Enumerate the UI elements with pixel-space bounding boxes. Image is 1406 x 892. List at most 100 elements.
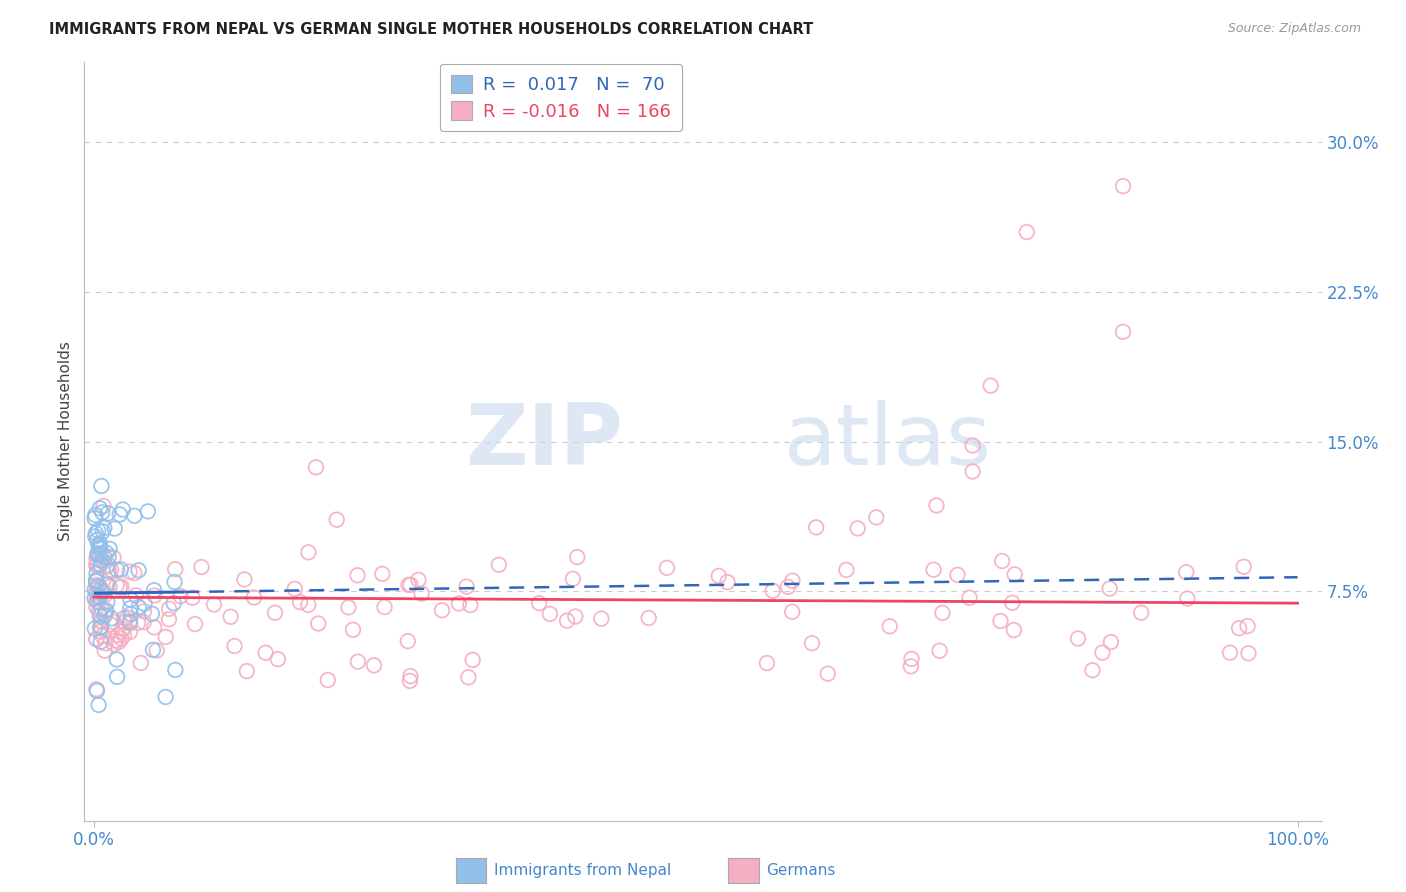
Point — [835, 563, 858, 577]
Point — [143, 583, 166, 598]
Point — [120, 601, 142, 615]
Point — [94, 605, 117, 619]
Point — [107, 635, 129, 649]
Point — [408, 573, 430, 587]
Point — [89, 536, 111, 550]
Point — [325, 513, 347, 527]
Point — [124, 566, 146, 580]
Point — [134, 597, 156, 611]
Point — [87, 557, 110, 571]
Point — [1112, 179, 1135, 194]
Point — [89, 590, 111, 604]
Point — [90, 582, 112, 596]
Point — [108, 508, 131, 522]
Point — [86, 682, 108, 697]
Point — [142, 643, 165, 657]
Point — [93, 643, 115, 657]
Point — [1067, 632, 1090, 646]
Point — [141, 607, 163, 621]
Point — [776, 580, 799, 594]
Point — [181, 591, 204, 605]
Text: ZIP: ZIP — [465, 400, 623, 483]
Point — [86, 558, 108, 573]
Point — [399, 578, 422, 592]
Point — [411, 586, 433, 600]
Point — [399, 669, 422, 683]
Point — [373, 600, 395, 615]
Point — [90, 614, 112, 628]
Point — [591, 612, 613, 626]
Point — [111, 624, 134, 639]
Point — [1098, 582, 1121, 596]
Point — [931, 606, 953, 620]
Point — [307, 616, 329, 631]
Point — [86, 547, 108, 561]
Point — [86, 558, 108, 572]
Point — [716, 575, 738, 590]
Point — [87, 549, 110, 563]
Point — [84, 573, 107, 587]
Point — [236, 664, 259, 678]
Point — [922, 563, 945, 577]
Point — [83, 591, 105, 606]
Point — [202, 598, 225, 612]
Point — [86, 566, 108, 581]
Point — [87, 604, 110, 618]
Point — [86, 632, 108, 646]
Point — [254, 646, 277, 660]
Point — [567, 550, 589, 565]
Point — [89, 541, 111, 555]
Point — [132, 615, 155, 630]
Point — [98, 617, 121, 632]
Point — [396, 634, 419, 648]
Point — [980, 378, 1002, 392]
Point — [1237, 646, 1260, 660]
Point — [100, 611, 122, 625]
Point — [780, 605, 803, 619]
Point — [93, 589, 115, 603]
Point — [90, 615, 112, 629]
Point — [105, 563, 128, 577]
Point — [288, 595, 311, 609]
Point — [1236, 619, 1258, 633]
Point — [86, 546, 108, 560]
Point — [1099, 635, 1122, 649]
Point — [165, 562, 187, 576]
Point — [1112, 325, 1135, 339]
Point — [347, 655, 370, 669]
Point — [87, 538, 110, 552]
Point — [962, 438, 984, 452]
Point — [94, 636, 117, 650]
Point — [108, 580, 131, 594]
Point — [342, 623, 364, 637]
Point — [87, 579, 110, 593]
Point — [89, 501, 111, 516]
Point — [86, 594, 108, 608]
Point — [136, 504, 159, 518]
Point — [879, 619, 901, 633]
Point — [86, 600, 108, 615]
Point — [83, 582, 105, 597]
Point — [637, 611, 659, 625]
Point — [86, 585, 108, 599]
Point — [97, 506, 120, 520]
Point — [219, 609, 242, 624]
Point — [89, 558, 111, 572]
Point — [96, 595, 118, 609]
Y-axis label: Single Mother Households: Single Mother Households — [58, 342, 73, 541]
Point — [91, 629, 114, 643]
Point — [87, 524, 110, 538]
Point — [83, 622, 105, 636]
Point — [89, 541, 111, 556]
Point — [990, 614, 1012, 628]
Point — [267, 652, 290, 666]
Point — [163, 596, 186, 610]
Point — [90, 621, 112, 635]
Point — [118, 624, 141, 639]
Point — [84, 508, 107, 522]
Point — [447, 597, 470, 611]
Point — [169, 589, 191, 603]
Point — [86, 574, 108, 589]
Point — [316, 673, 339, 687]
Point — [707, 569, 730, 583]
